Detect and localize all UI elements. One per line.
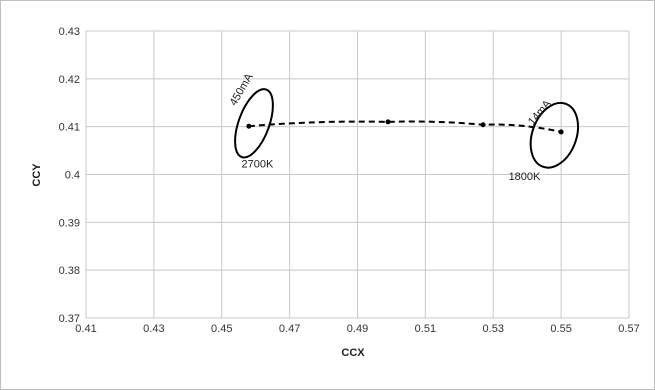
- x-axis-title: CCX: [341, 347, 365, 359]
- x-tick-label: 0.53: [483, 323, 504, 335]
- y-tick-label: 0.37: [59, 313, 80, 325]
- annotation-label: 14mA: [526, 97, 554, 127]
- ellipse-2: [529, 101, 580, 169]
- y-tick-label: 0.42: [59, 74, 80, 86]
- x-tick-label: 0.51: [415, 323, 436, 335]
- x-tick-label: 0.47: [279, 323, 300, 335]
- x-tick-label: 0.43: [143, 323, 164, 335]
- data-point: [558, 129, 564, 135]
- annotation-label: 450mA: [228, 71, 256, 108]
- y-tick-label: 0.4: [65, 170, 80, 182]
- y-tick-label: 0.43: [59, 26, 80, 38]
- x-tick-label: 0.55: [550, 323, 571, 335]
- ellipse-1: [234, 88, 274, 159]
- x-tick-label: 0.41: [75, 323, 96, 335]
- x-tick-labels: 0.41 0.43 0.45 0.47 0.49 0.51 0.53 0.55 0.57: [75, 323, 639, 335]
- data-point: [246, 123, 252, 129]
- data-point: [480, 122, 486, 128]
- annotation-label: 2700K: [241, 158, 273, 170]
- x-tick-label: 0.45: [211, 323, 232, 335]
- annotations: 450mA 2700K 14mA 1800K: [228, 71, 554, 183]
- x-tick-label: 0.57: [618, 323, 639, 335]
- gridlines: [85, 30, 630, 319]
- series: [246, 119, 564, 135]
- y-axis-title: CCY: [31, 163, 43, 187]
- ellipses: [234, 88, 580, 169]
- series-line: [248, 120, 562, 133]
- annotation-label: 1800K: [509, 171, 541, 183]
- y-tick-label: 0.41: [59, 122, 80, 134]
- y-tick-label: 0.38: [59, 265, 80, 277]
- x-tick-label: 0.49: [347, 323, 368, 335]
- data-point: [385, 119, 391, 125]
- y-tick-labels: 0.43 0.42 0.41 0.4 0.39 0.38 0.37: [59, 26, 80, 325]
- y-tick-label: 0.39: [59, 217, 80, 229]
